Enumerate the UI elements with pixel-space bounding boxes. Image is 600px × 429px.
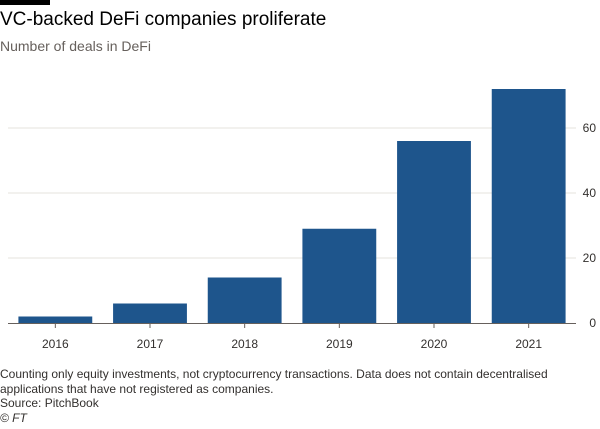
x-tick-label-2016: 2016 — [42, 337, 69, 351]
bar-2018 — [207, 277, 282, 323]
chart-footer: Counting only equity investments, not cr… — [0, 367, 600, 425]
y-tick-label-40: 40 — [583, 186, 597, 200]
x-tick-label-2021: 2021 — [515, 337, 542, 351]
x-tick-label-2020: 2020 — [421, 337, 448, 351]
bar-2019 — [302, 228, 377, 323]
tick-labels: 0 20 40 60 2016 2017 2018 2019 2020 2021 — [42, 121, 596, 351]
copyright-note: © FT — [0, 410, 27, 425]
footnote: Counting only equity investments, not cr… — [0, 367, 548, 396]
source-note: Source: PitchBook — [0, 396, 99, 410]
axes — [8, 323, 576, 328]
bar-2020 — [397, 141, 471, 323]
bar-2016 — [18, 316, 93, 323]
x-tick-label-2019: 2019 — [326, 337, 353, 351]
chart-subtitle: Number of deals in DeFi — [0, 38, 151, 54]
bars — [18, 89, 566, 323]
bar-2017 — [113, 303, 187, 323]
x-tick-label-2018: 2018 — [231, 337, 258, 351]
chart-title: VC-backed DeFi companies proliferate — [0, 9, 327, 30]
y-tick-label-0: 0 — [589, 316, 596, 330]
top-rule — [0, 0, 50, 5]
bar-2021 — [491, 89, 566, 323]
y-tick-label-20: 20 — [583, 251, 597, 265]
x-tick-label-2017: 2017 — [137, 337, 164, 351]
gridlines — [8, 127, 576, 259]
y-tick-label-60: 60 — [583, 121, 597, 135]
